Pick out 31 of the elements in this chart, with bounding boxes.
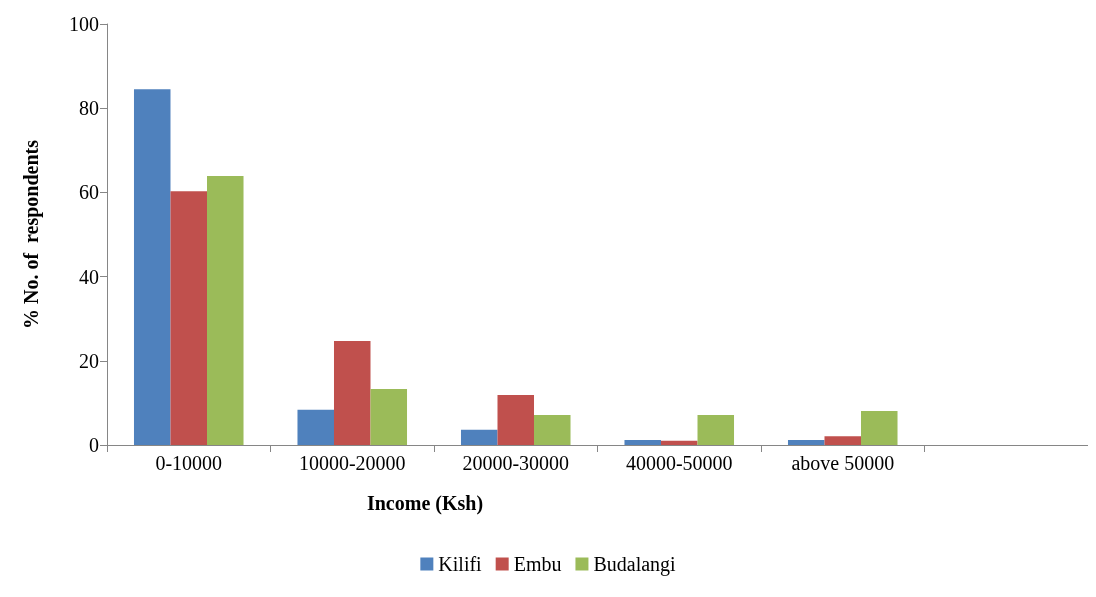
bar: [133, 89, 171, 445]
y-tick-label: 100: [69, 13, 99, 35]
legend-label: Embu: [513, 553, 562, 575]
bar: [207, 175, 244, 445]
y-tick-label: 20: [79, 349, 99, 372]
bar: [497, 394, 535, 445]
bar: [460, 429, 498, 445]
bar: [370, 389, 408, 445]
x-tick-label: 0-10000: [155, 452, 223, 474]
y-tick-label: 0: [89, 434, 99, 456]
x-tick-label: 20000-30000: [462, 452, 570, 474]
bar: [534, 415, 571, 445]
bar: [660, 440, 698, 445]
bar: [697, 415, 735, 445]
y-axis-title: % No. of respondents: [20, 139, 43, 330]
y-tick-label: 40: [79, 265, 99, 288]
bar: [824, 436, 862, 445]
x-axis-title: Income (Ksh): [366, 492, 484, 515]
bar: [333, 341, 371, 445]
bar: [787, 439, 825, 445]
bar: [861, 410, 898, 445]
legend-label: Kilifi: [438, 553, 483, 575]
x-tick-label: above 50000: [791, 452, 895, 474]
x-tick-label: 10000-20000: [298, 452, 406, 474]
y-tick-label: 80: [79, 97, 99, 120]
x-tick-label: 40000-50000: [625, 452, 733, 474]
legend-label: Budalangi: [593, 553, 677, 576]
bar: [297, 409, 334, 445]
bar: [624, 439, 661, 445]
y-tick-label: 60: [79, 181, 99, 204]
bar: [170, 191, 208, 445]
